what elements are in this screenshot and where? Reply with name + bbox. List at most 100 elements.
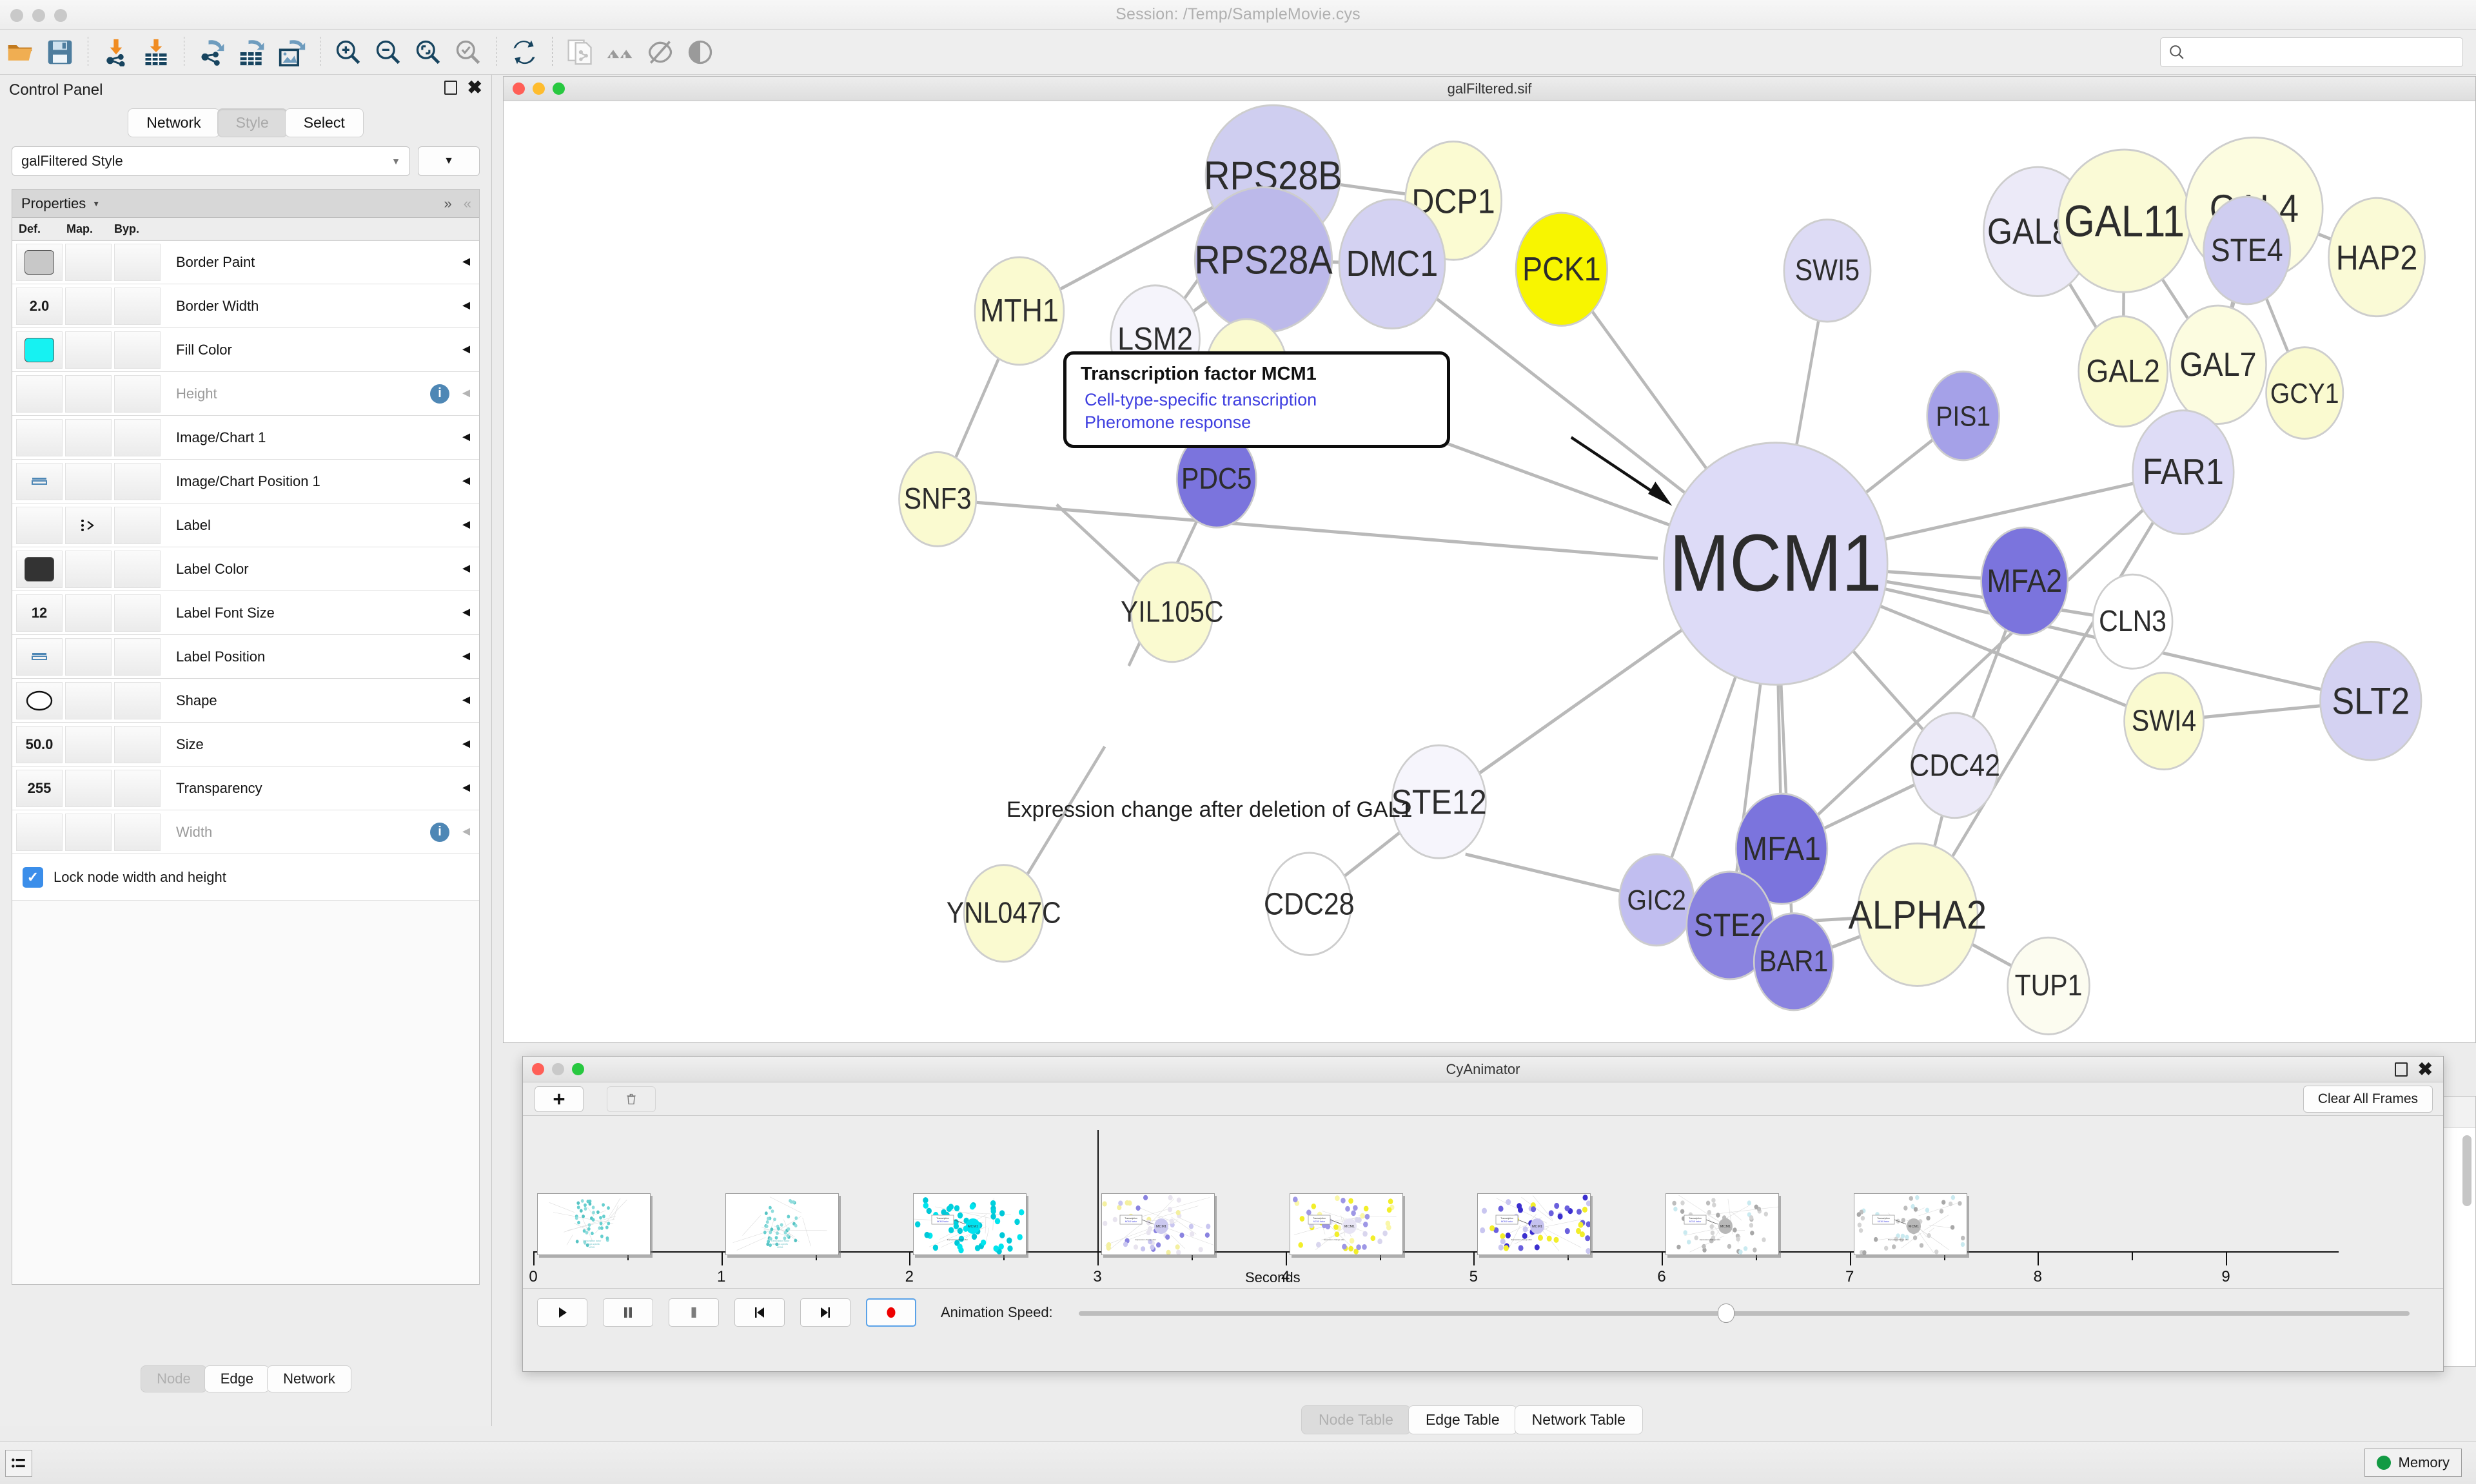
export-image-icon[interactable] [272,32,312,72]
network-canvas[interactable]: RPS28BDCP1RPS28ADMC1PCK1SWI5GAL80GAL11GA… [504,101,2475,1042]
network-node[interactable]: SLT2 [2319,640,2422,761]
network-node[interactable]: YNL047C [947,864,1061,963]
lock-checkbox[interactable]: ✓ [23,866,43,888]
property-row[interactable]: Label ◄ [12,503,479,547]
style-select-dropdown[interactable]: galFiltered Style ▼ [12,146,410,176]
network-node[interactable]: BAR1 [1753,912,1834,1011]
last-frame-button[interactable] [800,1298,850,1327]
property-mapping-cell[interactable] [65,769,112,807]
network-node[interactable]: MFA2 [1980,526,2069,636]
network-node[interactable]: TUP1 [2007,936,2090,1035]
node-ellipse[interactable] [1391,744,1487,859]
node-ellipse[interactable] [1856,842,1979,987]
close-cyanimator-icon[interactable]: ✖ [2417,1059,2433,1079]
node-ellipse[interactable] [2169,304,2267,425]
network-node[interactable]: MFA1 [1734,792,1829,905]
maximize-network-button[interactable] [553,83,565,95]
chevron-down-icon[interactable]: ▼ [92,199,101,208]
import-network-icon[interactable] [96,32,136,72]
property-expand-arrow[interactable]: ◄ [460,605,473,620]
annotation-box[interactable]: Transcription factor MCM1 Cell-type-spec… [1063,351,1450,449]
node-ellipse[interactable] [1338,198,1446,329]
layout-icon[interactable] [600,32,640,72]
info-icon[interactable]: i [430,822,449,842]
delete-frame-button[interactable] [607,1086,656,1112]
property-bypass-cell[interactable] [114,287,161,325]
node-ellipse[interactable] [1130,561,1214,663]
node-ellipse[interactable] [2092,573,2174,670]
refresh-icon[interactable] [504,32,544,72]
tab-network-table[interactable]: Network Table [1514,1405,1643,1434]
nodes-layer[interactable]: RPS28BDCP1RPS28ADMC1PCK1SWI5GAL80GAL11GA… [898,104,2426,1035]
property-mapping-cell[interactable] [65,287,112,325]
memory-status-button[interactable]: Memory [2364,1449,2462,1477]
property-expand-arrow[interactable]: ◄ [460,342,473,356]
close-cyanimator-button[interactable] [532,1063,544,1075]
node-ellipse[interactable] [1734,792,1829,905]
property-mapping-cell[interactable] [65,506,112,544]
node-ellipse[interactable] [1663,442,1889,686]
property-default-cell[interactable] [16,375,63,413]
property-default-cell[interactable] [16,813,63,851]
network-node[interactable]: GAL2 [2078,315,2168,428]
network-edge[interactable] [937,497,1658,560]
property-default-cell[interactable] [16,550,63,588]
tab-network[interactable]: Network [128,108,220,137]
info-icon[interactable]: i [430,384,449,404]
close-window-button[interactable] [10,9,23,22]
property-default-cell[interactable] [16,462,63,500]
property-bypass-cell[interactable] [114,769,161,807]
network-node[interactable]: SWI5 [1783,219,1872,323]
animation-frame[interactable]: MCM1 Transcription MCM1 factor Expression c… [1665,1193,1779,1255]
minimize-network-button[interactable] [533,83,545,95]
property-mapping-cell[interactable] [65,418,112,456]
property-row[interactable]: Height i ◄ [12,372,479,416]
property-mapping-cell[interactable] [65,681,112,719]
property-default-cell[interactable] [16,638,63,676]
import-table-icon[interactable] [136,32,176,72]
network-node[interactable]: STE12 [1391,744,1487,859]
property-bypass-cell[interactable] [114,331,161,369]
network-node[interactable]: SWI4 [2123,671,2205,771]
new-network-icon[interactable] [560,32,600,72]
network-node[interactable]: STE4 [2203,195,2292,306]
property-bypass-cell[interactable] [114,638,161,676]
network-node[interactable]: GAL11 [2057,148,2192,293]
tab-node-table[interactable]: Node Table [1301,1405,1411,1434]
node-ellipse[interactable] [898,451,978,547]
search-input[interactable] [2160,37,2463,67]
expand-all-icon[interactable]: » [444,195,452,211]
property-bypass-cell[interactable] [114,375,161,413]
property-expand-arrow[interactable]: ◄ [460,518,473,532]
animation-frame[interactable]: MCM1 Transcription MCM1 factor Expression c… [913,1193,1027,1255]
node-ellipse[interactable] [974,256,1065,366]
network-node[interactable]: MCM1 [1663,442,1889,686]
property-row[interactable]: 50.0 Size ◄ [12,723,479,766]
tab-style[interactable]: Style [217,108,288,137]
property-bypass-cell[interactable] [114,725,161,763]
animation-frame[interactable]: MCM1 Transcription MCM1 factor Expression c… [1853,1193,1967,1255]
property-mapping-cell[interactable] [65,331,112,369]
network-edge[interactable] [1916,471,2185,916]
network-node[interactable]: YIL105C [1121,561,1224,663]
tab-select[interactable]: Select [284,108,364,137]
property-default-cell[interactable] [16,243,63,281]
property-default-cell[interactable] [16,331,63,369]
property-row[interactable]: Border Paint ◄ [12,240,479,284]
clear-all-frames-button[interactable]: Clear All Frames [2303,1085,2433,1113]
first-frame-button[interactable] [734,1298,785,1327]
network-node[interactable]: FAR1 [2132,409,2235,536]
network-node[interactable]: PIS1 [1926,370,2000,462]
property-bypass-cell[interactable] [114,506,161,544]
timeline-playhead[interactable] [1097,1130,1099,1251]
open-folder-icon[interactable] [0,32,40,72]
property-row[interactable]: Image/Chart Position 1 ◄ [12,460,479,503]
property-row[interactable]: 12 Label Font Size ◄ [12,591,479,635]
node-ellipse[interactable] [2328,197,2426,318]
property-default-cell[interactable]: 50.0 [16,725,63,763]
property-mapping-cell[interactable] [65,243,112,281]
table-scrollbar[interactable] [2462,1135,2471,1206]
node-ellipse[interactable] [2123,671,2205,771]
property-expand-arrow[interactable]: ◄ [460,386,473,400]
property-mapping-cell[interactable] [65,462,112,500]
